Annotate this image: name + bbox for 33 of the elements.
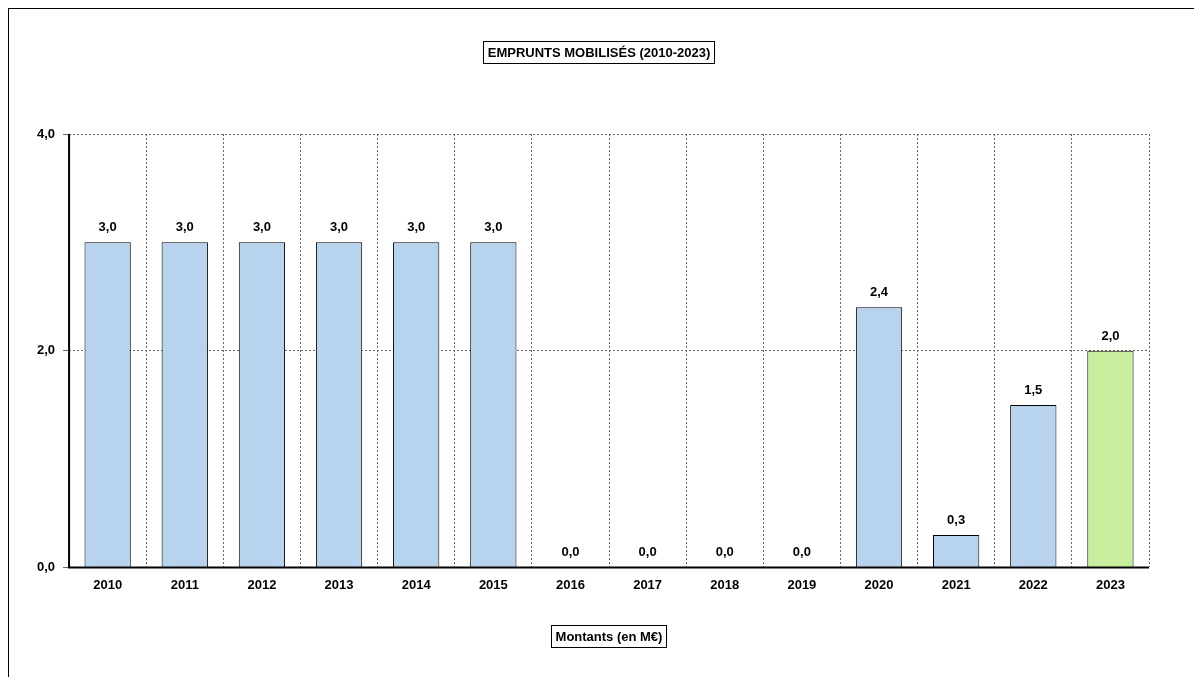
y-tick-label: 2,0 (36, 342, 56, 358)
data-label: 0,0 (792, 544, 811, 560)
x-tick-label: 2017 (633, 576, 663, 592)
data-label: 3,0 (252, 219, 271, 235)
y-tick-label: 0,0 (36, 558, 56, 574)
x-tick-label: 2015 (478, 576, 508, 592)
data-label: 0,3 (947, 511, 966, 527)
x-tick-label: 2011 (170, 576, 199, 592)
data-label: 0,0 (638, 544, 657, 560)
x-axis-title: Montants (en M€) (550, 625, 668, 648)
y-tick-label: 4,0 (36, 125, 56, 141)
chart-title: EMPRUNTS MOBILISÉS (2010-2023) (482, 41, 716, 64)
x-tick-label: 2021 (941, 576, 971, 592)
data-label: 2,4 (869, 284, 889, 300)
data-label: 1,5 (1024, 381, 1043, 397)
x-tick-label: 2023 (1095, 576, 1125, 592)
data-label: 0,0 (561, 544, 580, 560)
data-label: 3,0 (175, 219, 194, 235)
x-tick-label: 2022 (1018, 576, 1048, 592)
x-tick-label: 2012 (247, 576, 277, 592)
x-tick-label: 2010 (93, 576, 123, 592)
data-label: 3,0 (98, 219, 117, 235)
x-tick-label: 2020 (864, 576, 894, 592)
data-label: 3,0 (407, 219, 426, 235)
data-label: 3,0 (484, 219, 503, 235)
x-tick-label: 2013 (324, 576, 354, 592)
data-label: 0,0 (715, 544, 734, 560)
data-label: 3,0 (330, 219, 349, 235)
x-tick-label: 2019 (787, 576, 817, 592)
x-tick-label: 2014 (401, 576, 432, 592)
x-tick-label: 2016 (556, 576, 585, 592)
x-tick-label: 2018 (710, 576, 740, 592)
data-label: 2,0 (1101, 327, 1120, 343)
